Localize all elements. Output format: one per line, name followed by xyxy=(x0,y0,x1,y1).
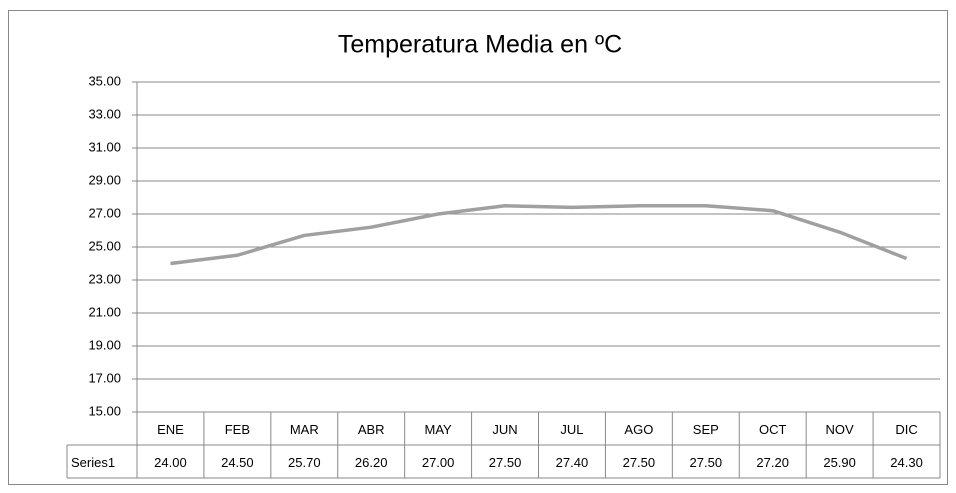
y-tick-label: 27.00 xyxy=(88,205,121,220)
table-value: 24.30 xyxy=(890,455,923,470)
y-tick-label: 19.00 xyxy=(88,337,121,352)
table-value: 25.70 xyxy=(288,455,321,470)
x-tick-label: SEP xyxy=(693,422,719,437)
x-tick-label: JUL xyxy=(560,422,583,437)
y-tick-label: 25.00 xyxy=(88,238,121,253)
chart-title: Temperatura Media en ºC xyxy=(338,31,622,59)
table-value: 27.50 xyxy=(690,455,723,470)
line-series xyxy=(170,204,908,266)
table-value: 27.00 xyxy=(422,455,455,470)
y-tick-label: 35.00 xyxy=(88,73,121,88)
table-value: 27.40 xyxy=(556,455,589,470)
y-tick-label: 21.00 xyxy=(88,304,121,319)
y-tick-label: 23.00 xyxy=(88,271,121,286)
y-tick-label: 33.00 xyxy=(88,106,121,121)
y-tick-label: 15.00 xyxy=(88,403,121,418)
table-value: 24.00 xyxy=(154,455,187,470)
table-value: 27.50 xyxy=(489,455,522,470)
table-value: 25.90 xyxy=(823,455,856,470)
y-tick-label: 17.00 xyxy=(88,370,121,385)
y-tick-label: 31.00 xyxy=(88,139,121,154)
legend-label: Series1 xyxy=(71,455,115,470)
x-tick-label: ENE xyxy=(157,422,184,437)
table-value: 26.20 xyxy=(355,455,388,470)
x-tick-label: NOV xyxy=(826,422,855,437)
x-tick-label: JUN xyxy=(492,422,517,437)
x-tick-label: MAR xyxy=(290,422,319,437)
x-tick-label: ABR xyxy=(358,422,385,437)
y-tick-label: 29.00 xyxy=(88,172,121,187)
x-tick-label: AGO xyxy=(624,422,653,437)
x-tick-label: MAY xyxy=(425,422,453,437)
table-value: 24.50 xyxy=(221,455,254,470)
x-tick-label: DIC xyxy=(895,422,917,437)
x-tick-label: OCT xyxy=(759,422,787,437)
table-value: 27.50 xyxy=(623,455,656,470)
x-tick-label: FEB xyxy=(225,422,250,437)
table-value: 27.20 xyxy=(756,455,789,470)
